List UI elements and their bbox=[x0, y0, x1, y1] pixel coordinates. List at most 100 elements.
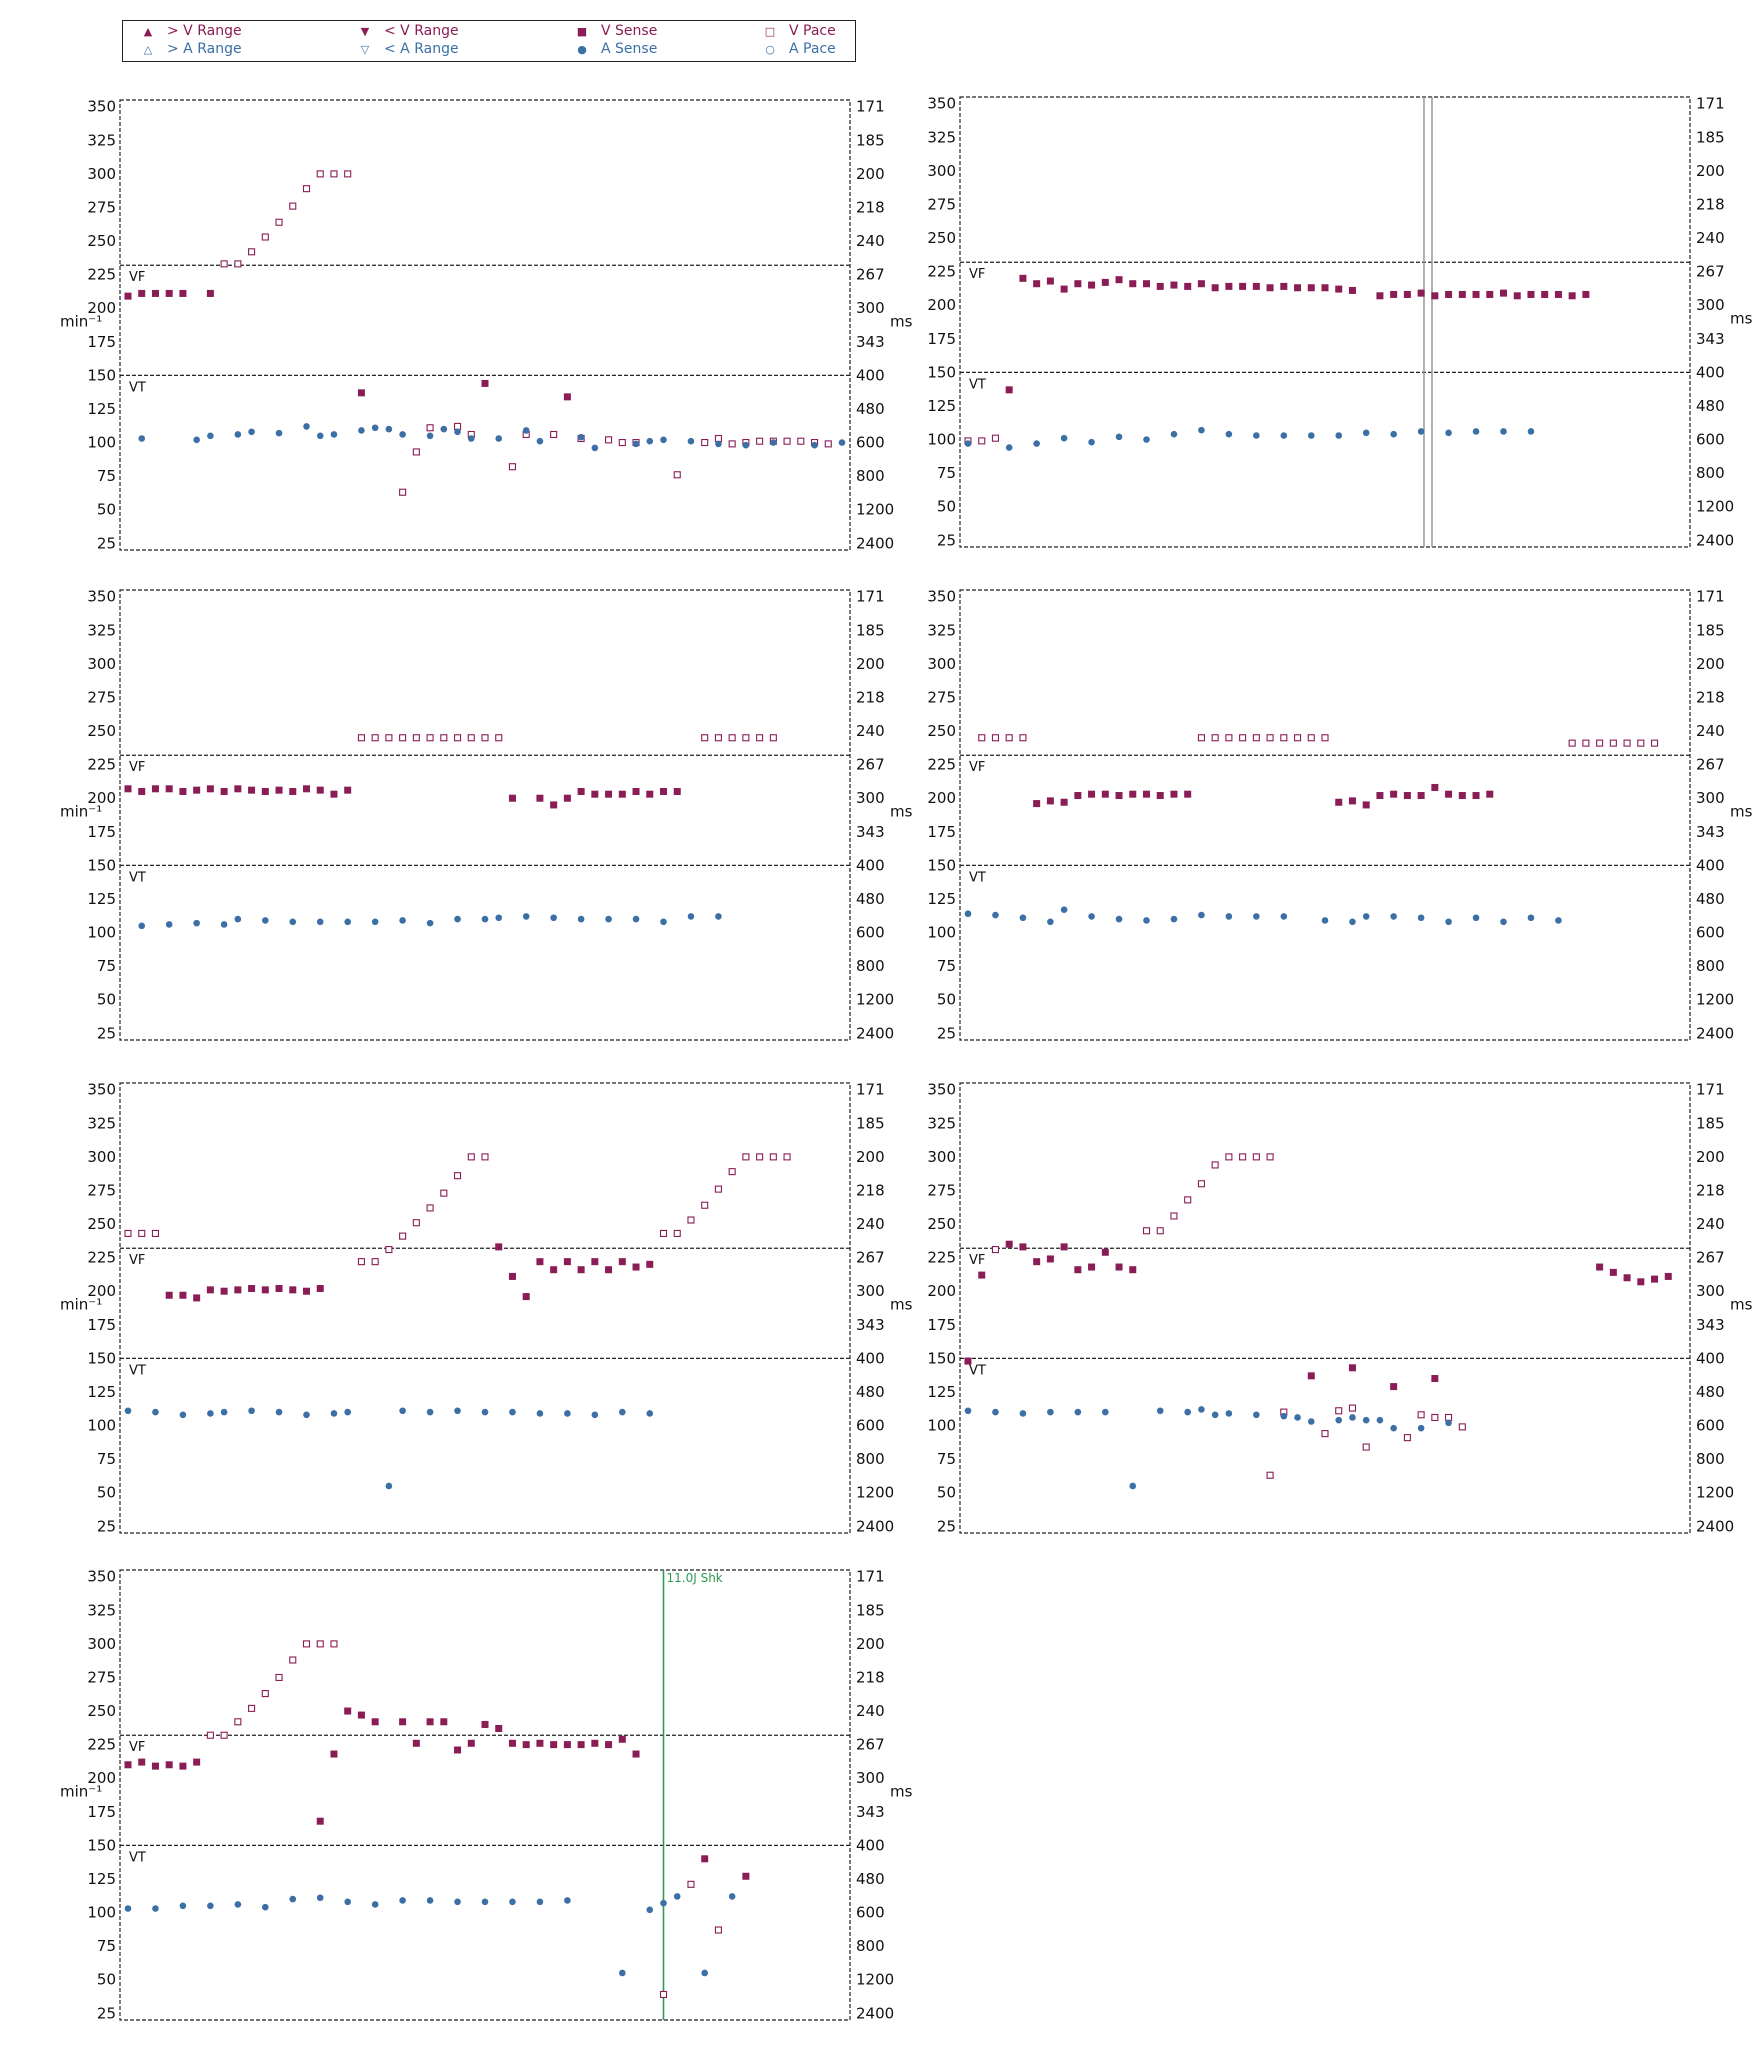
a-sense-point bbox=[1362, 913, 1370, 920]
v-sense-point bbox=[344, 786, 352, 794]
y2-tick-label: 300 bbox=[1696, 296, 1725, 314]
a-sense-point bbox=[964, 440, 972, 447]
y2-tick-label: 218 bbox=[856, 1668, 885, 1686]
y-tick-label: 150 bbox=[87, 1349, 116, 1367]
y2-tick-label: 600 bbox=[856, 1904, 885, 1922]
v-sense-point bbox=[1527, 290, 1535, 298]
v-sense-point bbox=[1129, 280, 1137, 288]
a-sense-point bbox=[964, 910, 972, 918]
v-pace-point bbox=[701, 734, 709, 742]
y2-tick-label: 218 bbox=[856, 1181, 885, 1199]
v-sense-point bbox=[1321, 284, 1329, 292]
a-sense-point bbox=[1307, 432, 1315, 439]
y-tick-label: 25 bbox=[937, 1024, 956, 1042]
y2-tick-label: 400 bbox=[856, 366, 885, 384]
a-sense-point bbox=[481, 1898, 489, 1906]
v-sense-point bbox=[1348, 286, 1356, 294]
a-sense-point bbox=[591, 1411, 599, 1419]
a-sense-point bbox=[522, 427, 530, 434]
y2-tick-label: 343 bbox=[1696, 823, 1725, 841]
a-sense-point bbox=[1335, 432, 1343, 439]
a-sense-point bbox=[262, 1903, 269, 1911]
a-sense-point bbox=[454, 915, 461, 923]
v-sense-point bbox=[632, 1263, 640, 1271]
y-tick-label: 25 bbox=[97, 2004, 116, 2022]
a-sense-point bbox=[316, 918, 324, 926]
a-sense-point bbox=[1225, 430, 1233, 438]
v-pace-point bbox=[1142, 1227, 1151, 1235]
y2-tick-label: 218 bbox=[1696, 195, 1725, 213]
a-sense-point bbox=[632, 915, 640, 923]
v-pace-point bbox=[1197, 1180, 1205, 1188]
v-sense-point bbox=[1074, 280, 1082, 288]
y2-tick-label: 240 bbox=[856, 722, 885, 740]
y-tick-label: 50 bbox=[97, 991, 116, 1009]
a-sense-point bbox=[619, 1969, 626, 1977]
y2-tick-label: 2400 bbox=[856, 1024, 894, 1042]
y2-tick-label: 171 bbox=[1696, 95, 1725, 113]
v-sense-point bbox=[618, 1258, 626, 1266]
v-pace-point bbox=[1184, 1196, 1192, 1204]
y2-tick-label: 267 bbox=[856, 1736, 885, 1754]
v-pace-point bbox=[1170, 1212, 1178, 1220]
v-sense-point bbox=[1335, 285, 1343, 293]
y2-tick-label: 200 bbox=[1696, 1148, 1725, 1166]
v-sense-point bbox=[234, 1286, 242, 1294]
v-sense-point bbox=[1513, 292, 1521, 300]
v-sense-point bbox=[536, 1739, 544, 1747]
zone-label-vt: VT bbox=[969, 377, 986, 392]
a-sense-point bbox=[1225, 1410, 1233, 1417]
plot-frame bbox=[119, 589, 851, 1041]
plot-frame bbox=[959, 1082, 1691, 1534]
y2-tick-label: 240 bbox=[1696, 229, 1725, 247]
y-tick-label: 125 bbox=[87, 1870, 116, 1888]
v-pace-point bbox=[824, 440, 832, 448]
a-sense-point bbox=[1445, 1419, 1452, 1427]
a-sense-point bbox=[481, 1408, 489, 1416]
y-tick-label: 125 bbox=[927, 397, 956, 415]
a-sense-point bbox=[838, 439, 846, 446]
arrow-down-solid-icon: ▼ bbox=[360, 24, 370, 38]
v-pace-point bbox=[783, 1153, 791, 1161]
y2-tick-label: 1200 bbox=[856, 991, 894, 1009]
episode-chart-1: VF VT 350 325 300 275 250 225 200 175 150 125 100 75 5… bbox=[40, 95, 913, 565]
a-sense-point bbox=[964, 1407, 972, 1415]
v-pace-point bbox=[978, 437, 986, 445]
y-axis-label: min⁻¹ bbox=[60, 313, 102, 331]
a-sense-point bbox=[1417, 428, 1425, 435]
y2-tick-label: 343 bbox=[856, 333, 885, 351]
y2-tick-label: 800 bbox=[856, 957, 885, 975]
v-sense-point bbox=[508, 1272, 516, 1280]
a-sense-point bbox=[193, 919, 200, 927]
a-sense-point bbox=[742, 441, 750, 449]
zone-label-vf: VF bbox=[129, 1253, 145, 1268]
a-sense-point bbox=[1253, 1411, 1260, 1419]
y2-tick-label: 480 bbox=[856, 1383, 885, 1401]
v-sense-point bbox=[550, 801, 558, 809]
v-sense-point bbox=[303, 785, 310, 793]
a-sense-point bbox=[440, 425, 448, 433]
y2-tick-label: 300 bbox=[1696, 1282, 1725, 1300]
a-sense-point bbox=[1060, 434, 1068, 442]
y2-tick-label: 2400 bbox=[856, 534, 894, 552]
v-sense-point bbox=[1486, 290, 1494, 298]
y2-tick-label: 600 bbox=[1696, 431, 1725, 449]
v-sense-point bbox=[234, 785, 242, 793]
a-sense-point bbox=[564, 1897, 571, 1904]
y-tick-label: 250 bbox=[927, 1215, 956, 1233]
a-sense-point bbox=[536, 1898, 544, 1906]
a-sense-point bbox=[179, 1411, 187, 1419]
a-sense-point bbox=[1198, 426, 1205, 434]
v-pace-point bbox=[124, 1229, 132, 1237]
y2-tick-label: 480 bbox=[1696, 397, 1725, 415]
v-sense-point bbox=[1431, 1375, 1439, 1383]
y-tick-label: 50 bbox=[937, 498, 956, 516]
y2-axis-label: ms bbox=[1730, 803, 1753, 821]
v-pace-point bbox=[426, 734, 434, 742]
y-tick-label: 50 bbox=[97, 501, 116, 519]
v-sense-point bbox=[577, 1266, 585, 1274]
a-sense-point bbox=[1280, 432, 1288, 439]
y-tick-label: 350 bbox=[87, 98, 116, 116]
v-pace-point bbox=[1252, 734, 1260, 742]
v-sense-point bbox=[330, 790, 338, 798]
